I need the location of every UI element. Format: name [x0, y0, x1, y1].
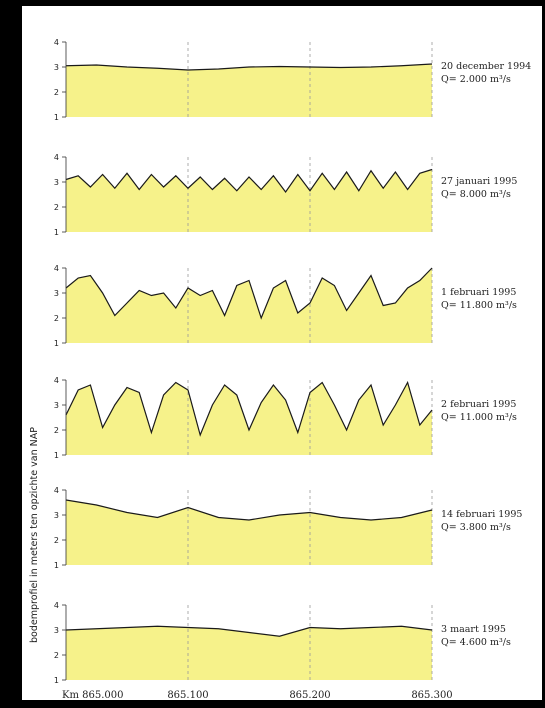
profile-area-5	[66, 500, 432, 565]
y-tick-label-2-1: 1	[54, 228, 59, 237]
panel-discharge-6: Q= 4.600 m³/s	[441, 637, 511, 648]
y-tick-label-1-1: 1	[54, 113, 59, 122]
profile-area-2	[66, 169, 432, 232]
profile-area-4	[66, 382, 432, 455]
panel-date-3: 1 februari 1995	[441, 287, 516, 298]
x-tick-label-2: 865.100	[167, 690, 208, 701]
y-tick-label-5-2: 2	[54, 536, 59, 545]
y-tick-label-2-3: 3	[54, 178, 59, 187]
y-tick-label-6-4: 4	[54, 601, 59, 610]
panel-discharge-4: Q= 11.000 m³/s	[441, 412, 517, 423]
y-tick-label-4-3: 3	[54, 401, 59, 410]
profile-area-3	[66, 268, 432, 343]
panel-discharge-5: Q= 3.800 m³/s	[441, 522, 511, 533]
panel-date-2: 27 januari 1995	[441, 176, 517, 187]
y-tick-label-1-3: 3	[54, 63, 59, 72]
y-tick-label-4-1: 1	[54, 451, 59, 460]
y-tick-label-2-2: 2	[54, 203, 59, 212]
profile-line-2	[65, 168, 433, 194]
panel-discharge-3: Q= 11.800 m³/s	[441, 300, 517, 311]
y-tick-label-4-2: 2	[54, 426, 59, 435]
panel-discharge-1: Q= 2.000 m³/s	[441, 74, 511, 85]
profile-area-1	[66, 64, 432, 117]
panel-discharge-2: Q= 8.000 m³/s	[441, 189, 511, 200]
y-tick-label-3-3: 3	[54, 289, 59, 298]
panel-date-5: 14 februari 1995	[441, 509, 522, 520]
y-tick-label-5-3: 3	[54, 511, 59, 520]
y-tick-label-5-1: 1	[54, 561, 59, 570]
panel-date-1: 20 december 1994	[441, 61, 531, 72]
y-tick-label-3-1: 1	[54, 339, 59, 348]
x-tick-label-3: 865.200	[289, 690, 330, 701]
y-tick-label-1-4: 4	[54, 38, 59, 47]
x-tick-label-1: Km 865.000	[62, 690, 123, 701]
profile-area-6	[66, 626, 432, 680]
y-tick-label-5-4: 4	[54, 486, 59, 495]
y-axis-label: bodemprofiel in meters ten opzichte van …	[29, 427, 40, 643]
x-tick-label-4: 865.300	[411, 690, 452, 701]
profile-line-4	[65, 380, 433, 437]
profile-line-3	[65, 267, 433, 320]
y-tick-label-3-2: 2	[54, 314, 59, 323]
profile-line-1	[65, 63, 433, 71]
y-tick-label-1-2: 2	[54, 88, 59, 97]
y-tick-label-6-2: 2	[54, 651, 59, 660]
y-tick-label-4-4: 4	[54, 376, 59, 385]
y-tick-label-2-4: 4	[54, 153, 59, 162]
y-tick-label-3-4: 4	[54, 264, 59, 273]
figure-background	[22, 6, 542, 700]
panel-date-4: 2 februari 1995	[441, 399, 516, 410]
profile-line-5	[65, 499, 433, 521]
profile-line-6	[65, 625, 433, 637]
y-tick-label-6-1: 1	[54, 676, 59, 685]
panel-date-6: 3 maart 1995	[441, 624, 506, 635]
y-tick-label-6-3: 3	[54, 626, 59, 635]
